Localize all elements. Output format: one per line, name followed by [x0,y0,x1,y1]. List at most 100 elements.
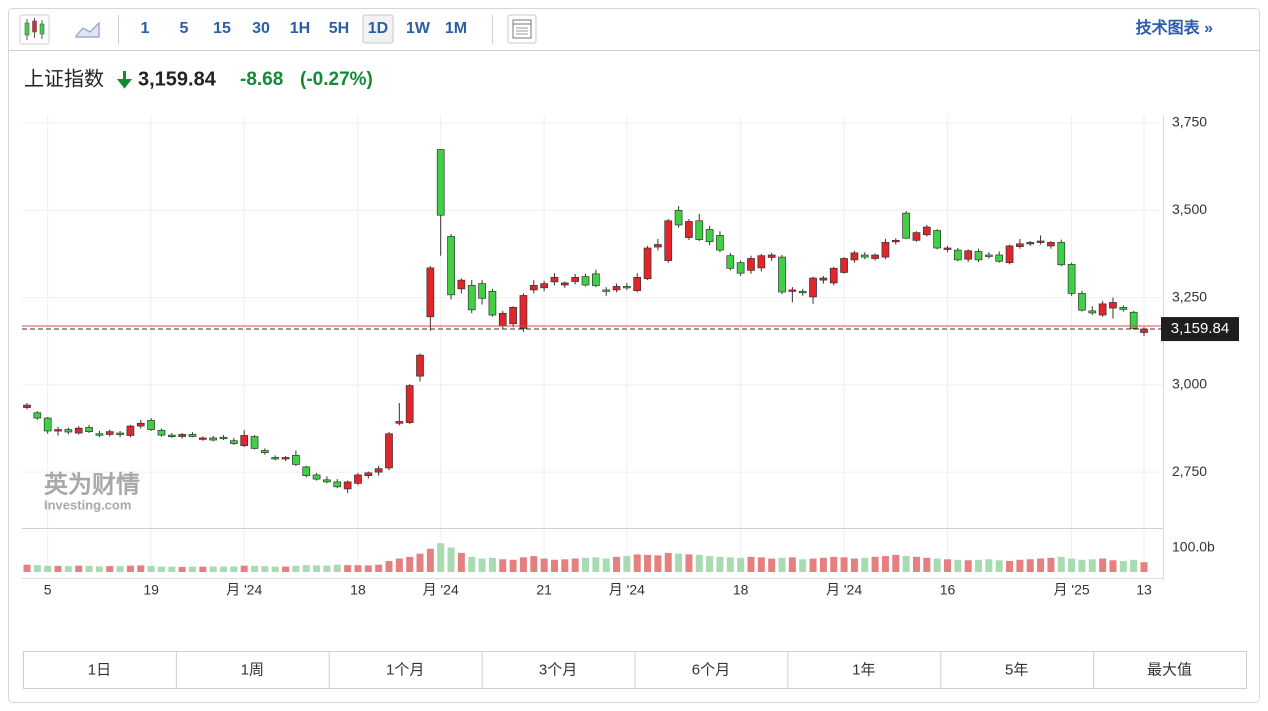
candle-body [1047,242,1055,247]
interval-button[interactable]: 5 [180,20,189,37]
volume-bar [323,565,331,572]
candle-body [602,289,611,292]
volume-bar [199,566,207,572]
volume-bar [406,556,414,572]
volume-bar [964,560,972,572]
interval-button[interactable]: 1 [141,20,150,37]
volume-bar [540,558,548,572]
candle-body [23,404,31,408]
candle-body [457,279,466,290]
volume-bar [613,556,621,572]
volume-bar [840,557,848,572]
interval-button[interactable]: 30 [252,20,270,37]
range-button[interactable]: 最大值 [1147,661,1192,678]
y-tick-label: 3,500 [1172,201,1207,217]
candle-body [953,249,962,261]
candle-body [1067,264,1076,294]
candle-body [198,437,207,440]
candle-body [116,432,124,435]
line-chart-icon[interactable] [75,21,100,38]
volume-bar [33,565,41,572]
volume-bar [830,556,838,572]
volume-bar [1119,561,1127,572]
volume-bar [344,565,352,572]
volume-bar [757,557,765,572]
volume-bar [1026,559,1034,572]
volume-bar [447,547,455,572]
volume-bar [499,559,507,572]
x-tick-label: 18 [350,582,366,598]
volume-bar [1130,559,1138,572]
volume-bar [1099,558,1107,572]
interval-button[interactable]: 15 [213,20,231,37]
candle-icon[interactable] [19,14,50,45]
volume-bar [75,565,83,572]
volume-bar [457,552,465,572]
volume-bar [975,559,983,572]
candle-body [985,254,993,257]
layout-icon[interactable] [507,14,537,44]
candle-body [509,307,517,325]
volume-bar [644,554,652,572]
icon-area [75,21,100,38]
volume-bar [220,566,228,572]
candle-body [33,412,42,419]
volume-bar [530,556,538,572]
volume-bar [44,565,52,572]
volume-bar [623,556,631,572]
volume-bar [633,554,641,572]
candle-body [126,425,135,436]
x-tick-label: 19 [143,582,159,598]
plot: 2,750 3,000 3,250 3,500 3,750 100.0b 5 19 月 '24 1… [22,114,1239,598]
interval-button[interactable]: 5H [329,20,349,37]
candle-body [157,429,166,436]
candle-body [819,277,828,281]
volume-bar [892,554,900,572]
candle-body [426,267,435,318]
candle-body [571,276,580,282]
candle-body [798,290,807,294]
volume-bar [582,557,589,572]
interval-button[interactable]: 1W [406,20,431,37]
candle-body [840,258,848,273]
volume-bar [64,566,72,572]
range-button[interactable]: 6个月 [692,661,730,678]
candle-body [230,440,238,444]
candle-body [591,273,600,287]
range-button[interactable]: 3个月 [539,661,577,678]
candle-body [1088,310,1097,314]
candle-body [54,429,62,432]
candle-body [995,254,1004,262]
interval-button[interactable]: 1D [368,20,388,37]
volume-bar [923,557,931,572]
candle-body [891,239,900,243]
candle-body [716,235,724,251]
candle-body [767,254,776,258]
candle-body [240,435,249,446]
tech-chart-link[interactable]: 技术图表 » [1136,18,1213,37]
range-button[interactable]: 1个月 [386,661,424,678]
range-button[interactable]: 1日 [88,661,111,678]
volume-bar [664,552,672,572]
range-button[interactable]: 5年 [1005,661,1028,678]
interval-button[interactable]: 1M [445,20,467,37]
icon-body [24,22,30,36]
candle-body [736,262,745,274]
y-tick-label: 3,000 [1172,376,1207,392]
candle-body [529,285,538,291]
volume-bar [1088,559,1096,572]
candle-body [498,312,507,326]
interval-button[interactable]: 1H [290,20,310,37]
candle-body [778,256,786,293]
range-button[interactable]: 1年 [852,661,875,678]
candle-body [633,276,642,291]
volume-bar [261,566,269,572]
volume-bar [561,559,569,572]
volume-bar [943,559,951,572]
candle-body [343,481,352,490]
range-button[interactable]: 1周 [241,661,264,678]
icon-body [32,20,37,33]
candle-body [374,468,383,473]
candle-body [64,429,73,433]
volume-bar [571,558,579,572]
